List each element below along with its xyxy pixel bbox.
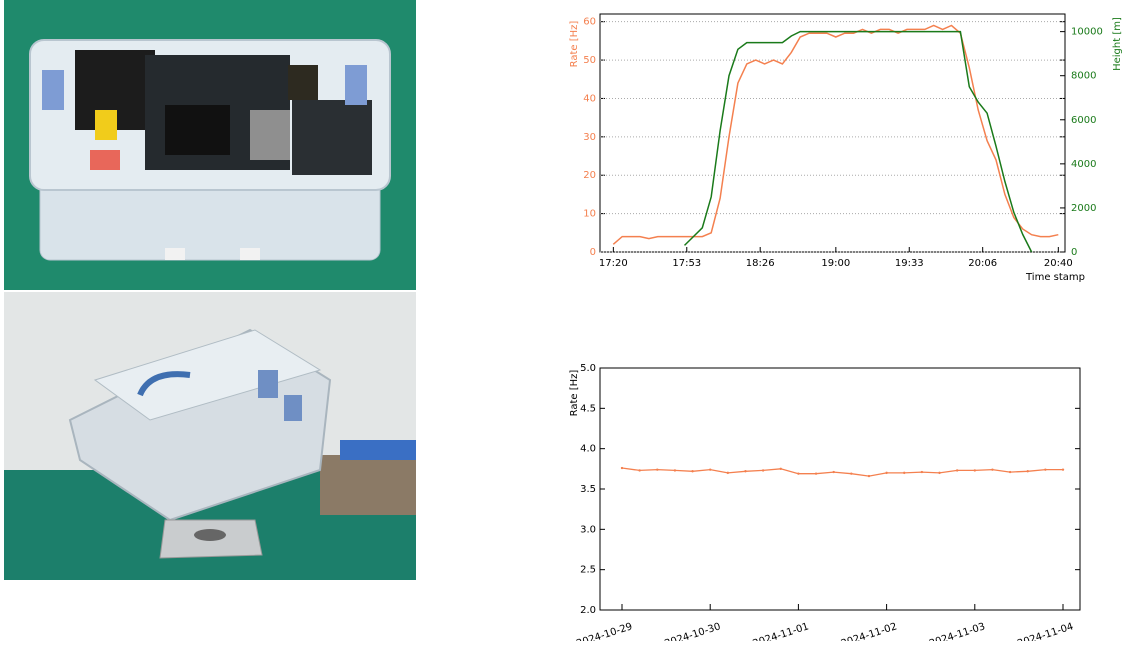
x-tick-label: 19:33 [895, 258, 924, 269]
photo-electronics [4, 0, 416, 290]
x-tick-label: 17:53 [672, 258, 701, 269]
data-point [973, 469, 976, 472]
data-point [656, 468, 659, 471]
y-tick-label: 60 [583, 17, 596, 28]
y2-tick-label: 10000 [1071, 27, 1103, 38]
y-tick-label: 5.0 [580, 363, 596, 374]
y-tick-label: 4.0 [580, 444, 596, 455]
x-tick-label: 20:06 [968, 258, 997, 269]
x-tick-label: 2024-10-29 [575, 621, 634, 641]
y-tick-label: 50 [583, 55, 596, 66]
x-tick-label: 2024-11-03 [928, 621, 987, 641]
data-point [779, 467, 782, 471]
x-axis-label: Time stamp [1025, 272, 1085, 283]
y2-axis-label: Height [m] [1112, 17, 1123, 71]
series-line [612, 24, 1059, 245]
data-point [797, 472, 800, 475]
data-point [955, 469, 959, 472]
data-point [832, 470, 835, 474]
data-point [920, 470, 924, 474]
x-tick-label: 2024-11-04 [1016, 621, 1075, 641]
x-tick-label: 2024-11-01 [752, 621, 811, 641]
data-point [814, 472, 818, 475]
y-tick-label: 2.0 [580, 605, 596, 616]
y2-tick-label: 2000 [1071, 203, 1096, 214]
data-point [1008, 470, 1012, 474]
y2-tick-label: 6000 [1071, 115, 1096, 126]
x-tick-label: 19:00 [821, 258, 850, 269]
y-tick-label: 3.5 [580, 484, 596, 495]
data-point [1044, 468, 1047, 471]
data-point [673, 469, 677, 472]
series-line [621, 467, 1063, 477]
plot-frame [599, 13, 1066, 253]
y-tick-label: 20 [583, 170, 596, 181]
y-tick-label: 30 [583, 132, 596, 143]
data-point [691, 470, 694, 473]
data-point [744, 470, 747, 473]
y2-tick-label: 8000 [1071, 71, 1096, 82]
x-tick-label: 2024-10-30 [663, 621, 722, 641]
plot-frame [599, 367, 1081, 611]
y-axis-label: Rate [Hz] [569, 21, 580, 68]
data-point [1061, 468, 1065, 471]
data-point [903, 471, 906, 475]
data-point [1026, 470, 1029, 473]
x-tick-label: 18:26 [746, 258, 775, 269]
data-point [709, 468, 712, 471]
data-point [850, 472, 853, 475]
x-tick-label: 17:20 [599, 258, 628, 269]
data-point [867, 474, 871, 478]
x-tick-label: 20:40 [1044, 258, 1073, 269]
y-tick-label: 0 [590, 247, 596, 258]
photo-tilted-box [4, 292, 416, 580]
x-tick-label: 2024-11-02 [840, 621, 899, 641]
y-axis-label: Rate [Hz] [569, 370, 580, 417]
data-point [761, 469, 765, 472]
data-point [938, 471, 941, 475]
series-line [683, 30, 1033, 253]
y-tick-label: 10 [583, 209, 596, 220]
y-tick-label: 2.5 [580, 565, 596, 576]
y-tick-label: 3.0 [580, 524, 596, 535]
y2-tick-label: 0 [1071, 247, 1077, 258]
data-point [638, 469, 641, 472]
data-point [620, 466, 624, 470]
y-tick-label: 4.5 [580, 403, 596, 414]
data-point [991, 468, 994, 471]
data-point [885, 471, 888, 475]
data-point [726, 471, 730, 475]
y-tick-label: 40 [583, 93, 596, 104]
y2-tick-label: 4000 [1071, 159, 1096, 170]
